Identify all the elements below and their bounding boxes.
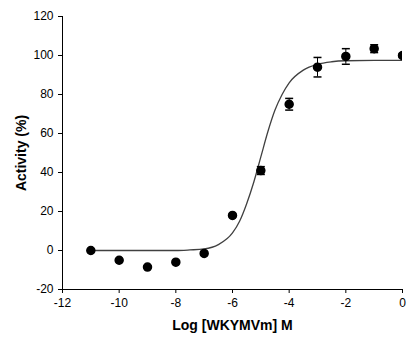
svg-text:-4: -4	[284, 296, 295, 310]
svg-text:-8: -8	[170, 296, 181, 310]
svg-text:40: 40	[40, 165, 54, 179]
svg-text:20: 20	[40, 204, 54, 218]
svg-text:60: 60	[40, 126, 54, 140]
svg-text:-10: -10	[110, 296, 128, 310]
svg-text:Activity (%): Activity (%)	[13, 115, 29, 191]
svg-text:120: 120	[33, 9, 53, 23]
svg-text:80: 80	[40, 87, 54, 101]
svg-text:100: 100	[33, 48, 53, 62]
svg-text:0: 0	[399, 296, 406, 310]
svg-text:-6: -6	[227, 296, 238, 310]
svg-text:-12: -12	[54, 296, 72, 310]
svg-text:-20: -20	[36, 282, 54, 296]
svg-text:0: 0	[47, 243, 54, 257]
svg-text:-2: -2	[340, 296, 351, 310]
svg-text:Log [WKYMVm] M: Log [WKYMVm] M	[172, 317, 293, 333]
